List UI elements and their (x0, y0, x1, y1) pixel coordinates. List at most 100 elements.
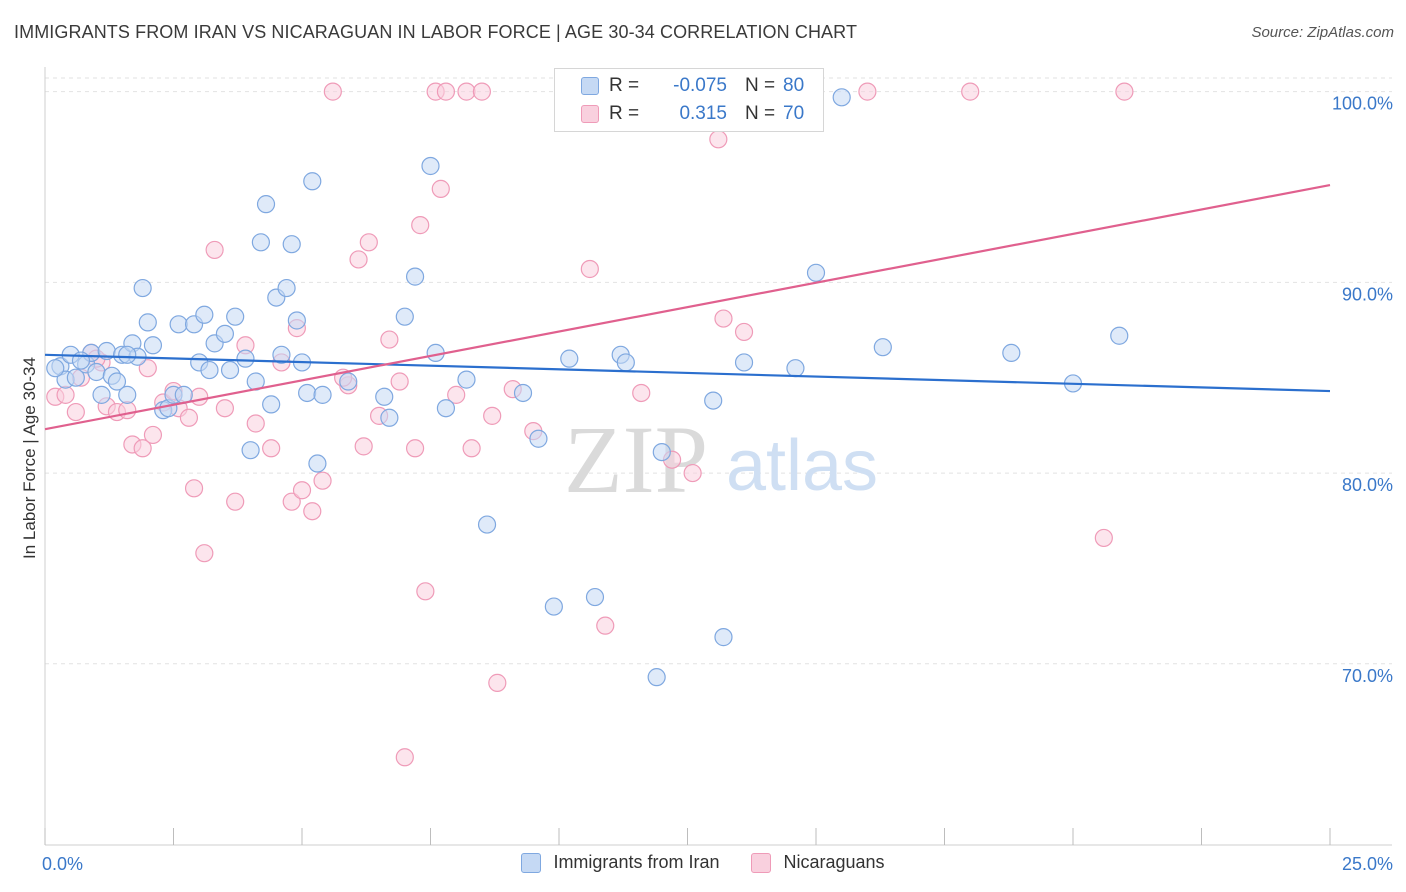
iran-point (241, 441, 260, 460)
iran-point (272, 345, 291, 364)
nicaraguans-point (380, 330, 399, 349)
n-value: 80 (783, 75, 805, 96)
nicaraguans-point (596, 616, 615, 635)
y-tick-label: 70.0% (1342, 666, 1393, 686)
nicaraguans-point (282, 492, 301, 511)
iran-point (436, 399, 456, 418)
gridlines (45, 77, 1392, 665)
nicaraguans-point (66, 402, 85, 422)
iran-point (806, 263, 826, 282)
iran-point (1110, 326, 1129, 345)
nicaraguans-point (483, 406, 502, 425)
nicaraguans-point (354, 437, 373, 456)
nicaraguans-point (138, 359, 157, 378)
iran-point (138, 313, 157, 332)
nicaraguans-point (292, 481, 312, 500)
nicaraguans-point (226, 492, 245, 511)
iran-points (46, 88, 1129, 687)
y-tick-label: 100.0% (1332, 94, 1393, 114)
iran-point (220, 360, 240, 380)
iran-point (287, 311, 306, 330)
nicaraguans-point (462, 439, 481, 458)
iran-swatch (581, 77, 599, 95)
iran-point (215, 324, 234, 343)
nicaraguans-point (349, 250, 368, 269)
iran-point (251, 233, 270, 252)
nicaraguans-point (632, 383, 651, 403)
iran-point (133, 278, 152, 298)
nicaraguans-point (416, 582, 435, 601)
iran-point (143, 336, 163, 355)
n-value: 70 (783, 103, 805, 124)
iran-point (1002, 343, 1021, 363)
iran-point (92, 385, 111, 404)
iran-point (734, 353, 754, 372)
nicaraguans-point (143, 425, 163, 445)
iran-point (529, 429, 548, 448)
iran-point (298, 383, 317, 403)
n-label: N = (745, 75, 776, 96)
nicaraguans-point (472, 82, 491, 101)
iran-point (477, 515, 497, 534)
legend-label-iran: Immigrants from Iran (553, 852, 720, 872)
nicaraguans-trend-line (44, 183, 1331, 431)
iran-point (308, 454, 327, 473)
iran-point (457, 370, 476, 389)
iran-point (647, 668, 666, 687)
iran-point (87, 362, 106, 382)
nicaraguans-point (303, 502, 322, 521)
nicaraguans-point (323, 82, 342, 101)
y-tick-label: 90.0% (1342, 284, 1393, 304)
axes (44, 67, 1392, 846)
iran-point (277, 278, 296, 298)
n-label: N = (745, 103, 776, 124)
iran-point (313, 385, 332, 404)
nicaraguans-point (436, 82, 456, 101)
nicaraguans-point (390, 372, 409, 391)
nicaraguans-point (1094, 528, 1113, 548)
y-tick-labels: 70.0% 80.0% 90.0% 100.0% (1332, 94, 1393, 686)
iran-point (200, 360, 219, 380)
x-tick-label: 25.0% (1342, 854, 1393, 874)
r-label: R = (609, 75, 640, 96)
iran-point (405, 267, 425, 286)
r-value: 0.315 (679, 103, 727, 124)
nicaraguans-point (961, 82, 980, 101)
iran-point (616, 353, 635, 372)
nicaraguans-legend-swatch (751, 852, 772, 873)
nicaraguans-point (395, 748, 414, 767)
iran-point (714, 628, 733, 647)
iran-legend-swatch (521, 852, 542, 873)
iran-point (262, 395, 281, 414)
watermark-atlas: atlas (726, 426, 878, 506)
nicaraguans-point (215, 399, 234, 418)
nicaraguans-point (1115, 82, 1134, 101)
nicaraguans-point (179, 408, 199, 427)
iran-point (873, 338, 892, 357)
nicaraguans-point (683, 463, 702, 483)
nicaraguans-point (184, 479, 204, 498)
nicaraguans-point (359, 233, 378, 252)
r-value: -0.075 (673, 75, 727, 96)
nicaraguans-point (205, 240, 224, 260)
nicaraguans-point (411, 216, 430, 235)
nicaraguans-point (133, 439, 152, 458)
iran-point (585, 587, 605, 607)
nicaraguans-point (457, 82, 476, 101)
iran-point (560, 349, 579, 368)
iran-point (282, 235, 301, 254)
nicaraguans-point (488, 673, 507, 692)
nicaraguans-swatch (581, 105, 599, 123)
iran-point (118, 345, 137, 364)
x-tick-labels: 0.0% 25.0% (42, 854, 1393, 874)
iran-point (544, 597, 563, 616)
trend-lines (44, 183, 1331, 431)
iran-trend-line (44, 353, 1331, 393)
legend-row-nicaraguans: R = 0.315 N = 70 (555, 101, 804, 127)
series-legend: Immigrants from Iran Nicaraguans (0, 852, 1406, 873)
iran-point (66, 368, 85, 387)
iran-point (339, 372, 358, 391)
iran-point (226, 307, 245, 326)
legend-label-nicaraguans: Nicaraguans (783, 852, 885, 872)
iran-point (169, 315, 188, 334)
